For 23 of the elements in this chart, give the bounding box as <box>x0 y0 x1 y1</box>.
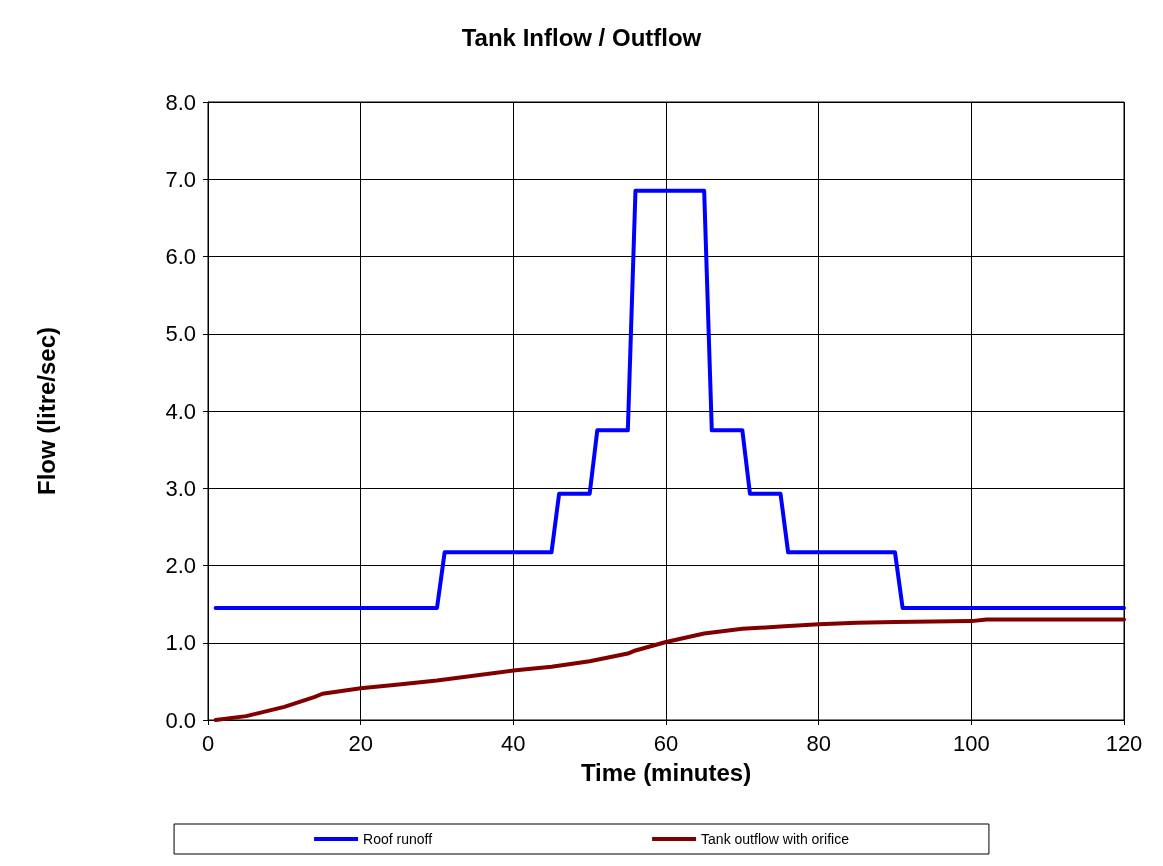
y-axis-title: Flow (litre/sec) <box>32 326 60 496</box>
x-tick-label: 60 <box>653 730 679 756</box>
x-tick-label: 20 <box>348 730 373 756</box>
y-tick-label: 5.0 <box>165 321 196 347</box>
chart-title: Tank Inflow / Outflow <box>461 23 702 51</box>
x-tick-label: 0 <box>201 730 215 756</box>
legend-label: Tank outflow with orifice <box>701 831 850 847</box>
line-series <box>213 188 1126 610</box>
x-tick-label: 40 <box>501 730 526 756</box>
line-series <box>213 617 1126 722</box>
y-tick-label: 7.0 <box>165 166 196 192</box>
y-tick-label: 2.0 <box>165 553 196 578</box>
y-tick-label: 1.0 <box>165 630 196 656</box>
y-tick-label: 3.0 <box>165 475 196 501</box>
legend-label: Roof runoff <box>363 831 433 847</box>
x-tick-label: 100 <box>952 730 990 756</box>
x-axis-title: Time (minutes) <box>580 758 752 786</box>
y-tick-label: 0.0 <box>165 707 196 733</box>
x-tick-label: 80 <box>806 730 831 756</box>
y-tick-label: 6.0 <box>165 244 196 269</box>
y-tick-label: 8.0 <box>165 89 196 115</box>
y-tick-label: 4.0 <box>165 398 196 424</box>
x-tick-label: 120 <box>1105 730 1143 756</box>
